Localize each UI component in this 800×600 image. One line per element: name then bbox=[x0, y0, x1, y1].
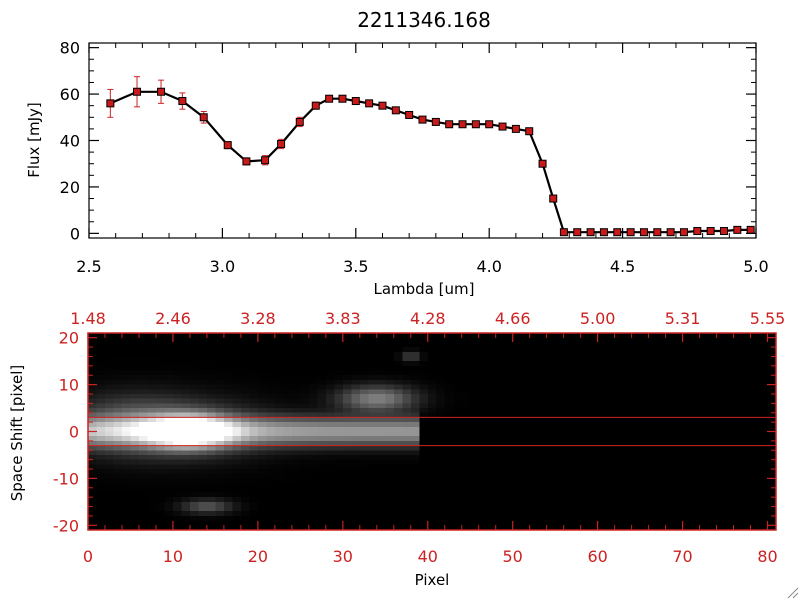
pixel-tick-label: 50 bbox=[503, 547, 523, 566]
wavelength-tick-label: 4.28 bbox=[410, 309, 446, 328]
space-shift-tick-label: 10 bbox=[59, 376, 79, 395]
data-point bbox=[157, 87, 166, 96]
data-point bbox=[351, 97, 360, 106]
data-point bbox=[261, 156, 270, 165]
data-point bbox=[559, 228, 568, 237]
wavelength-tick-label: 5.55 bbox=[750, 309, 786, 328]
data-point bbox=[378, 101, 387, 110]
data-point bbox=[549, 194, 558, 203]
x-tick-label: 4.0 bbox=[476, 257, 501, 276]
space-shift-tick-label: -20 bbox=[53, 516, 79, 535]
data-point bbox=[626, 228, 635, 237]
space-shift-tick-label: 0 bbox=[69, 423, 79, 442]
data-point bbox=[199, 113, 208, 122]
data-point bbox=[242, 157, 251, 166]
x-tick-label: 2.5 bbox=[76, 257, 101, 276]
data-point bbox=[178, 97, 187, 106]
pixel-tick-label: 30 bbox=[333, 547, 353, 566]
data-point bbox=[277, 139, 286, 148]
space-shift-axis-title: Space Shift [pixel] bbox=[8, 365, 26, 502]
data-point bbox=[599, 228, 608, 237]
data-point bbox=[405, 110, 414, 119]
data-point bbox=[325, 94, 334, 103]
data-point bbox=[471, 120, 480, 129]
wavelength-tick-label: 5.00 bbox=[580, 309, 616, 328]
data-point bbox=[418, 115, 427, 124]
data-point bbox=[338, 94, 347, 103]
y-tick-label: 60 bbox=[60, 85, 80, 104]
data-point bbox=[525, 127, 534, 136]
space-shift-tick-label: 20 bbox=[59, 329, 79, 348]
data-point bbox=[538, 159, 547, 168]
wavelength-tick-label: 3.28 bbox=[240, 309, 276, 328]
spectrum-chart: 2211346.168 2.5 3.0 3.5 4.0 4.5 5.0020406080 … bbox=[25, 8, 769, 298]
data-point bbox=[223, 141, 232, 150]
pixel-axis-title: Pixel bbox=[415, 571, 450, 589]
wavelength-tick-label: 2.46 bbox=[155, 309, 191, 328]
data-point bbox=[458, 120, 467, 129]
image-axes: 0 10 20 30 40 50 60 70 80 1.48 2.46 3.28 3.83 4.28 4.6… bbox=[53, 309, 785, 566]
data-point bbox=[311, 101, 320, 110]
wavelength-tick-label: 1.48 bbox=[70, 309, 106, 328]
pixel-tick-label: 40 bbox=[418, 547, 438, 566]
flux-series bbox=[106, 76, 755, 237]
data-point bbox=[485, 120, 494, 129]
data-point bbox=[733, 225, 742, 234]
data-point bbox=[653, 228, 662, 237]
space-shift-tick-label: -10 bbox=[53, 469, 79, 488]
x-tick-label: 4.5 bbox=[610, 257, 635, 276]
data-point bbox=[106, 99, 115, 108]
data-point bbox=[573, 228, 582, 237]
data-point bbox=[719, 227, 728, 236]
data-point bbox=[746, 225, 755, 234]
data-point bbox=[133, 87, 142, 96]
x-axis-title: Lambda [um] bbox=[374, 280, 475, 298]
spectrum-axes: 2.5 3.0 3.5 4.0 4.5 5.0 0 20 40 60 80 bbox=[60, 39, 769, 276]
y-axis-title: Flux [mJy] bbox=[25, 102, 43, 178]
spectrum-plot-frame bbox=[88, 42, 757, 239]
wavelength-tick-label: 3.83 bbox=[325, 309, 361, 328]
x-tick-label: 5.0 bbox=[743, 257, 768, 276]
data-point bbox=[586, 228, 595, 237]
spectral-image-chart: 0 10 20 30 40 50 60 70 80 1.48 2.46 3.28 3.83 4.28 4.6… bbox=[8, 309, 785, 589]
data-point bbox=[391, 106, 400, 115]
wavelength-tick-label: 5.31 bbox=[665, 309, 701, 328]
data-point bbox=[295, 117, 304, 126]
data-point bbox=[613, 228, 622, 237]
data-point bbox=[431, 117, 440, 126]
pixel-tick-label: 80 bbox=[757, 547, 777, 566]
resize-grip[interactable] bbox=[787, 587, 799, 599]
flux-line bbox=[109, 90, 751, 234]
pixel-tick-label: 0 bbox=[83, 547, 93, 566]
data-point bbox=[679, 228, 688, 237]
y-tick-label: 0 bbox=[70, 224, 80, 243]
y-tick-label: 80 bbox=[60, 39, 80, 58]
data-point bbox=[445, 120, 454, 129]
pixel-tick-label: 60 bbox=[587, 547, 607, 566]
data-point bbox=[693, 227, 702, 236]
x-tick-label: 3.5 bbox=[343, 257, 368, 276]
data-point bbox=[365, 99, 374, 108]
data-point bbox=[706, 227, 715, 236]
y-tick-label: 40 bbox=[60, 132, 80, 151]
chart-title: 2211346.168 bbox=[357, 8, 491, 32]
x-tick-label: 3.0 bbox=[210, 257, 235, 276]
y-tick-label: 20 bbox=[60, 178, 80, 197]
data-point bbox=[666, 228, 675, 237]
pixel-tick-label: 10 bbox=[163, 547, 183, 566]
spectral-image bbox=[88, 333, 776, 530]
data-point bbox=[511, 124, 520, 133]
pixel-tick-label: 70 bbox=[672, 547, 692, 566]
pixel-tick-label: 20 bbox=[248, 547, 268, 566]
wavelength-tick-label: 4.66 bbox=[495, 309, 531, 328]
data-point bbox=[639, 228, 648, 237]
data-point bbox=[498, 122, 507, 131]
